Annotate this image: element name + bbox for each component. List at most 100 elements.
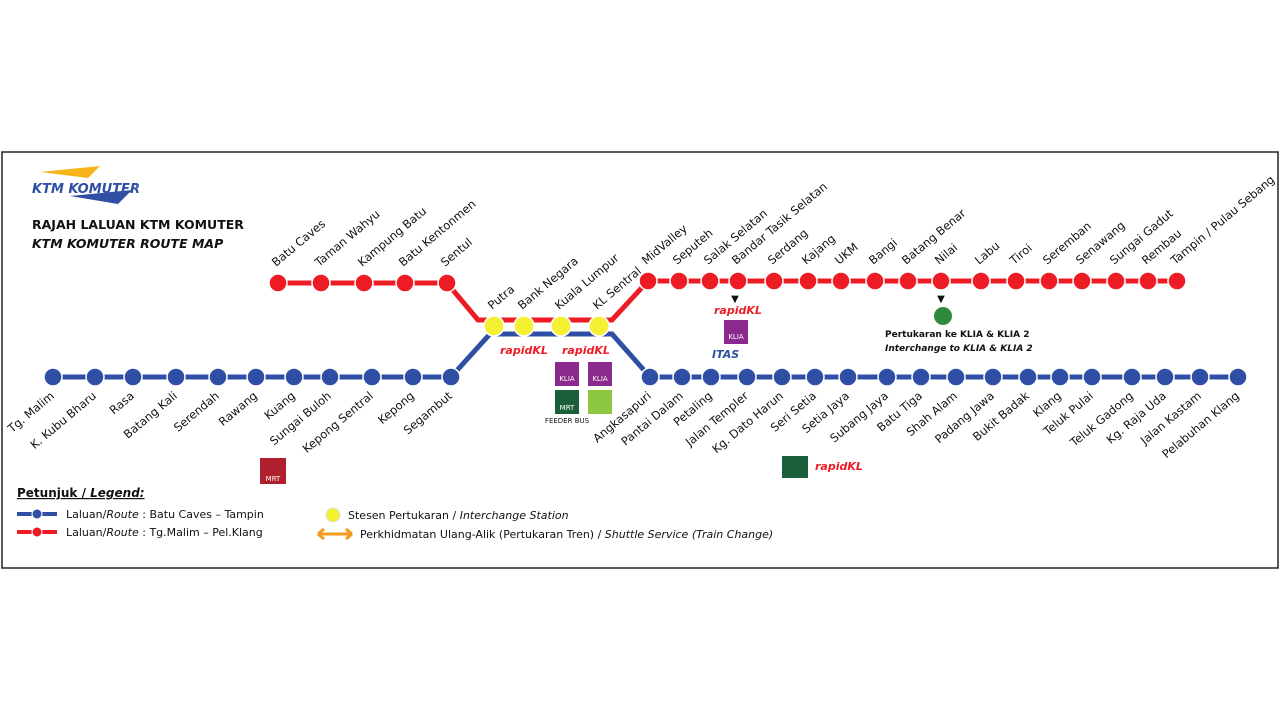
legend-dot bbox=[31, 508, 43, 520]
station-dot bbox=[1082, 367, 1102, 387]
legend-interchange-text: Stesen Pertukaran / Interchange Station bbox=[348, 509, 569, 522]
station-dot bbox=[772, 367, 792, 387]
station-dot bbox=[513, 315, 535, 337]
subtitle: KTM KOMUTER ROUTE MAP bbox=[32, 236, 223, 251]
station-dot bbox=[362, 367, 382, 387]
klia-box bbox=[724, 320, 748, 344]
station-dot bbox=[983, 367, 1003, 387]
station-dot bbox=[1039, 271, 1059, 291]
t: Route bbox=[106, 526, 139, 539]
legend-shuttle bbox=[317, 527, 353, 541]
legend-interchange bbox=[325, 507, 341, 523]
arrow: ▼ bbox=[937, 294, 945, 305]
station-dot bbox=[320, 367, 340, 387]
station-dot bbox=[1072, 271, 1092, 291]
station-dot bbox=[403, 367, 423, 387]
t: : Batu Caves – Tampin bbox=[139, 508, 264, 521]
station-dot bbox=[1006, 271, 1026, 291]
station-dot bbox=[1138, 271, 1158, 291]
station-dot bbox=[672, 367, 692, 387]
station-dot bbox=[1018, 367, 1038, 387]
t: Laluan/ bbox=[66, 526, 107, 539]
airport-icon bbox=[934, 307, 952, 325]
t: Perkhidmatan Ulang-Alik (Pertukaran Tren… bbox=[360, 528, 605, 541]
station-dot bbox=[838, 367, 858, 387]
klia-label: KLIA bbox=[592, 375, 608, 383]
logo: KTM KOMUTER bbox=[32, 166, 140, 204]
rapidkl-badge: rapidKL bbox=[500, 344, 548, 357]
station-dot bbox=[638, 271, 658, 291]
mrt-box bbox=[260, 458, 286, 484]
mrt-label: MRT bbox=[266, 475, 281, 483]
rapidkl-badge: rapidKL bbox=[815, 460, 863, 473]
station-dot bbox=[268, 273, 288, 293]
station-dot bbox=[640, 367, 660, 387]
station-dot bbox=[865, 271, 885, 291]
rapidkl-badge: rapidKL bbox=[714, 304, 762, 317]
station-dot bbox=[877, 367, 897, 387]
station-dot bbox=[1122, 367, 1142, 387]
station-dot bbox=[911, 367, 931, 387]
bus-box bbox=[588, 390, 612, 414]
station-dot bbox=[588, 315, 610, 337]
station-dot bbox=[1155, 367, 1175, 387]
station-dot bbox=[1190, 367, 1210, 387]
station-dot bbox=[208, 367, 228, 387]
klia-label: KLIA bbox=[559, 375, 575, 383]
station-dot bbox=[898, 271, 918, 291]
mrt-box bbox=[555, 390, 579, 414]
legend-title-ms: Petunjuk / bbox=[17, 486, 90, 500]
station-dot bbox=[246, 367, 266, 387]
station-dot bbox=[43, 367, 63, 387]
station-dot bbox=[798, 271, 818, 291]
station-dot bbox=[700, 271, 720, 291]
t: Shuttle Service (Train Change) bbox=[605, 528, 773, 541]
title: RAJAH LALUAN KTM KOMUTER bbox=[32, 217, 244, 232]
legend-route: Laluan/Route : Batu Caves – Tampin bbox=[66, 508, 264, 521]
station-dot bbox=[701, 367, 721, 387]
station-dot bbox=[831, 271, 851, 291]
station-dot bbox=[971, 271, 991, 291]
rapidkl-badge: rapidKL bbox=[562, 344, 610, 357]
t: Stesen Pertukaran / bbox=[348, 509, 460, 522]
station-dot bbox=[764, 271, 784, 291]
station-dot bbox=[284, 367, 304, 387]
t: Laluan/ bbox=[66, 508, 107, 521]
station-dot bbox=[1167, 271, 1187, 291]
station-dot bbox=[437, 273, 457, 293]
station-dot bbox=[311, 273, 331, 293]
station-dot bbox=[441, 367, 461, 387]
klia-box bbox=[588, 362, 612, 386]
legend-title-en: Legend: bbox=[90, 486, 144, 500]
station-dot bbox=[395, 273, 415, 293]
station-dot bbox=[1050, 367, 1070, 387]
logo-text: KTM KOMUTER bbox=[32, 182, 140, 197]
legend-route: Laluan/Route : Tg.Malim – Pel.Klang bbox=[66, 526, 263, 539]
klia-box bbox=[555, 362, 579, 386]
itas-badge: ITAS bbox=[712, 348, 739, 361]
klia-label: KLIA bbox=[728, 333, 744, 341]
station-dot bbox=[166, 367, 186, 387]
station-dot bbox=[805, 367, 825, 387]
station-dot bbox=[931, 271, 951, 291]
klia-note: Pertukaran ke KLIA & KLIA 2 bbox=[885, 330, 1030, 340]
t: Route bbox=[106, 508, 139, 521]
station-dot bbox=[1228, 367, 1248, 387]
station-dot bbox=[728, 271, 748, 291]
station-dot bbox=[1106, 271, 1126, 291]
station-dot bbox=[483, 315, 505, 337]
frame bbox=[1, 151, 1279, 569]
station-dot bbox=[946, 367, 966, 387]
station-dot bbox=[669, 271, 689, 291]
klia-note: Interchange to KLIA & KLIA 2 bbox=[885, 344, 1033, 354]
t: : Tg.Malim – Pel.Klang bbox=[139, 526, 263, 539]
t: Interchange Station bbox=[460, 509, 569, 522]
legend-title: Petunjuk / Legend: bbox=[17, 486, 145, 500]
feeder-bus: FEEDER BUS bbox=[545, 417, 590, 425]
legend-dot bbox=[31, 526, 43, 538]
station-dot bbox=[354, 273, 374, 293]
bus-box bbox=[782, 456, 808, 478]
station-dot bbox=[737, 367, 757, 387]
station-dot bbox=[123, 367, 143, 387]
